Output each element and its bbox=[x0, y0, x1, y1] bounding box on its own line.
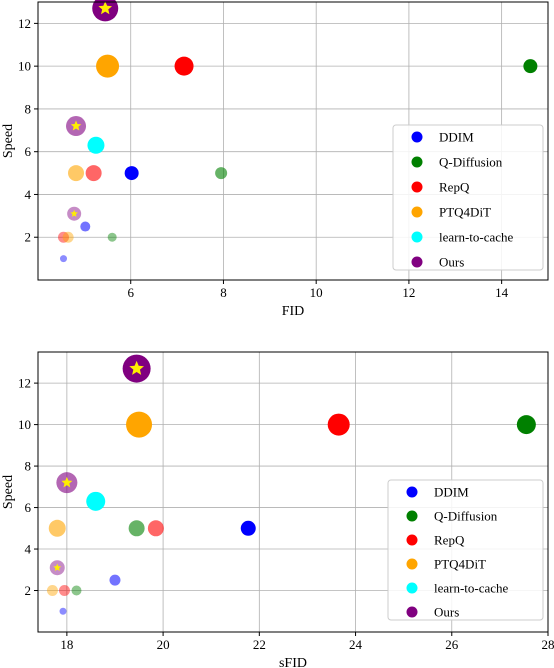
x-tick-label: 8 bbox=[220, 285, 227, 300]
fid-speed-chart: 6 8 10 12 14 2 4 6 8 10 12 FID Speed DDIM Q-Diffusion R… bbox=[1, 0, 549, 319]
star-marker bbox=[70, 209, 78, 217]
y-tick-label: 4 bbox=[25, 542, 32, 557]
data-point-ddim bbox=[109, 574, 121, 586]
legend-label: RepQ bbox=[439, 180, 470, 195]
data-point-ptq4dit bbox=[68, 165, 85, 182]
x-tick-label: 14 bbox=[495, 285, 509, 300]
legend-marker bbox=[411, 131, 423, 143]
legend-marker bbox=[406, 486, 418, 498]
legend-box bbox=[387, 479, 544, 621]
legend-marker bbox=[411, 156, 423, 168]
legend-marker bbox=[406, 582, 418, 594]
data-point-q-diffusion bbox=[215, 167, 228, 180]
data-point-ddim bbox=[59, 607, 67, 615]
data-point-repq bbox=[58, 585, 70, 597]
data-point-ddim bbox=[60, 255, 67, 263]
y-tick-label: 2 bbox=[25, 583, 32, 598]
x-tick-label: 20 bbox=[157, 637, 170, 652]
legend-marker bbox=[406, 534, 418, 546]
data-point-ptq4dit bbox=[48, 519, 66, 537]
legend-marker bbox=[411, 231, 423, 243]
data-point-ddim bbox=[80, 221, 91, 232]
data-point-ddim bbox=[124, 166, 139, 181]
x-tick-label: 10 bbox=[310, 285, 323, 300]
data-point-q-diffusion bbox=[71, 585, 82, 596]
legend-label: PTQ4DiT bbox=[439, 205, 491, 220]
star-marker bbox=[98, 1, 113, 15]
y-tick-label: 6 bbox=[25, 500, 32, 515]
legend-box bbox=[392, 124, 544, 271]
data-point-ptq4dit bbox=[46, 585, 58, 597]
x-tick-label: 6 bbox=[127, 285, 134, 300]
star-marker bbox=[61, 476, 73, 488]
data-point-repq bbox=[85, 165, 102, 182]
data-point-repq bbox=[174, 56, 194, 76]
star-marker bbox=[129, 360, 144, 375]
legend-label: Q-Diffusion bbox=[439, 155, 503, 170]
legend-label: Ours bbox=[439, 255, 464, 270]
x-tick-label: 28 bbox=[542, 637, 554, 652]
legend-label: PTQ4DiT bbox=[434, 557, 486, 572]
x-tick-label: 22 bbox=[253, 637, 266, 652]
y-tick-label: 4 bbox=[25, 187, 32, 202]
y-tick-label: 10 bbox=[18, 59, 31, 74]
data-point-q-diffusion bbox=[107, 232, 117, 242]
y-tick-label: 12 bbox=[18, 376, 31, 391]
legend-label: learn-to-cache bbox=[434, 581, 509, 596]
star-marker bbox=[53, 563, 62, 572]
legend-label: Ours bbox=[434, 605, 459, 620]
y-tick-label: 6 bbox=[25, 144, 32, 159]
legend-marker bbox=[406, 606, 418, 618]
x-axis-label: FID bbox=[282, 304, 305, 319]
data-point-learn-to-cache bbox=[86, 491, 106, 511]
x-axis-label: sFID bbox=[279, 656, 307, 668]
x-tick-label: 18 bbox=[60, 637, 73, 652]
data-point-ptq4dit bbox=[96, 54, 120, 78]
y-tick-label: 8 bbox=[25, 101, 32, 116]
data-point-repq bbox=[327, 413, 350, 436]
legend-label: DDIM bbox=[439, 130, 474, 145]
y-axis-label: Speed bbox=[1, 475, 16, 509]
plot-frame bbox=[37, 351, 549, 633]
y-axis-label: Speed bbox=[1, 124, 16, 158]
y-tick-label: 10 bbox=[18, 417, 31, 432]
y-tick-label: 12 bbox=[18, 16, 31, 31]
data-point-learn-to-cache bbox=[87, 136, 105, 154]
plot-frame bbox=[37, 1, 549, 281]
x-tick-label: 26 bbox=[445, 637, 459, 652]
x-tick-label: 24 bbox=[349, 637, 363, 652]
x-tick-label: 12 bbox=[402, 285, 415, 300]
star-marker bbox=[70, 120, 82, 131]
data-point-q-diffusion bbox=[128, 520, 145, 537]
y-tick-label: 8 bbox=[25, 459, 32, 474]
data-point-repq bbox=[58, 231, 69, 243]
data-point-ddim bbox=[240, 520, 256, 536]
y-tick-label: 2 bbox=[25, 230, 32, 245]
data-point-ptq4dit bbox=[126, 411, 153, 438]
legend-marker bbox=[411, 256, 423, 268]
data-point-repq bbox=[147, 520, 164, 537]
data-point-ptq4dit bbox=[62, 231, 74, 243]
legend-marker bbox=[411, 181, 423, 193]
legend-label: learn-to-cache bbox=[439, 230, 514, 245]
legend-label: RepQ bbox=[434, 533, 465, 548]
data-point-q-diffusion bbox=[523, 59, 538, 74]
data-point-q-diffusion bbox=[516, 415, 536, 435]
legend-marker bbox=[406, 558, 418, 570]
legend-marker bbox=[406, 510, 418, 522]
legend-label: Q-Diffusion bbox=[434, 509, 498, 524]
legend-marker bbox=[411, 206, 423, 218]
legend-label: DDIM bbox=[434, 485, 469, 500]
